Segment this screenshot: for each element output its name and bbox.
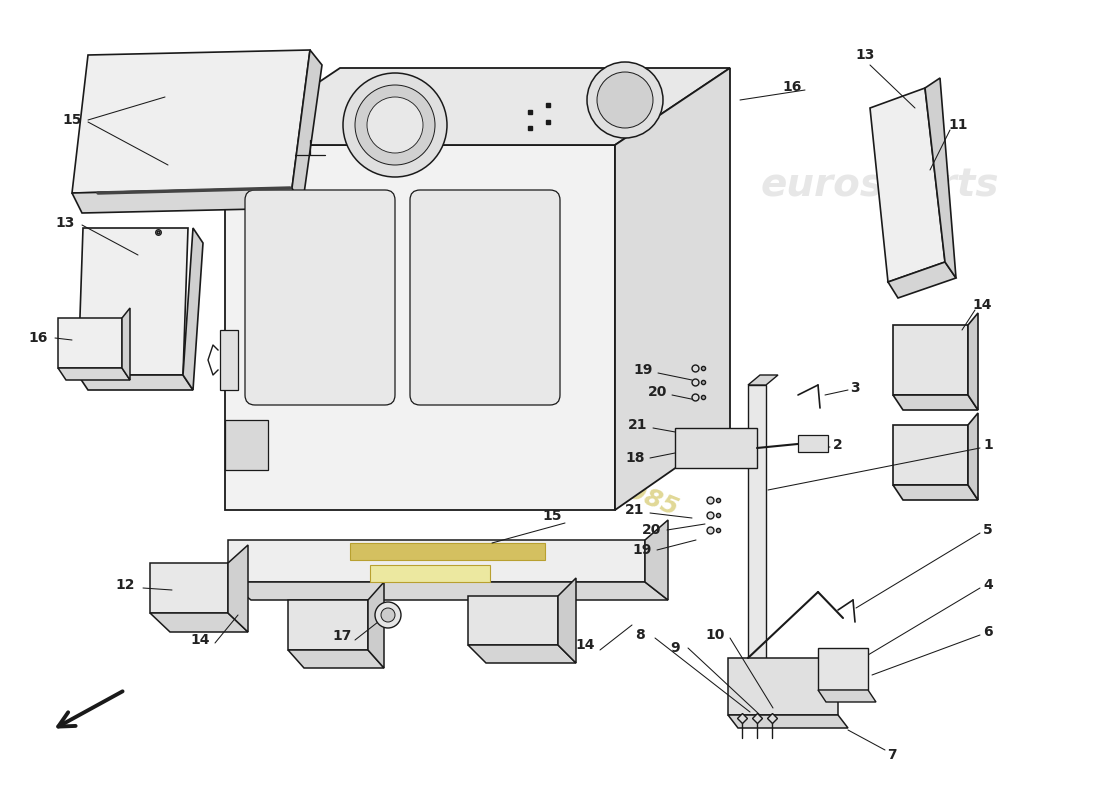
Text: 16: 16	[782, 80, 802, 94]
Polygon shape	[150, 613, 248, 632]
Polygon shape	[728, 715, 848, 728]
Circle shape	[343, 73, 447, 177]
Polygon shape	[558, 578, 576, 663]
Polygon shape	[468, 596, 558, 645]
Text: 2: 2	[833, 438, 843, 452]
Polygon shape	[893, 425, 968, 485]
Circle shape	[381, 608, 395, 622]
Polygon shape	[58, 318, 122, 368]
Polygon shape	[468, 645, 576, 663]
Text: 12: 12	[116, 578, 134, 592]
Text: 5: 5	[983, 523, 993, 537]
Text: 16: 16	[29, 331, 47, 345]
Polygon shape	[226, 145, 615, 510]
Text: 14: 14	[972, 298, 992, 312]
Text: a passion for parts since 1985: a passion for parts since 1985	[278, 339, 682, 521]
Text: 4: 4	[983, 578, 993, 592]
Polygon shape	[58, 368, 130, 380]
Text: 13: 13	[856, 48, 875, 62]
Polygon shape	[150, 563, 228, 613]
Text: 21: 21	[628, 418, 648, 432]
Polygon shape	[893, 485, 978, 500]
Polygon shape	[183, 228, 204, 390]
Text: 9: 9	[670, 641, 680, 655]
Circle shape	[355, 85, 434, 165]
Circle shape	[597, 72, 653, 128]
Polygon shape	[226, 68, 730, 145]
Polygon shape	[748, 385, 766, 672]
Polygon shape	[288, 600, 368, 650]
FancyBboxPatch shape	[245, 190, 395, 405]
Polygon shape	[925, 78, 956, 278]
Polygon shape	[228, 582, 668, 600]
Polygon shape	[968, 413, 978, 500]
Polygon shape	[368, 582, 384, 668]
Text: 14: 14	[190, 633, 210, 647]
Polygon shape	[370, 565, 490, 582]
Polygon shape	[72, 50, 310, 193]
Text: 11: 11	[948, 118, 968, 132]
Polygon shape	[893, 395, 978, 410]
Text: 8: 8	[635, 628, 645, 642]
Polygon shape	[893, 325, 968, 395]
Text: eurosports: eurosports	[761, 166, 999, 204]
Polygon shape	[728, 658, 838, 715]
Polygon shape	[226, 420, 268, 470]
Text: 21: 21	[625, 503, 645, 517]
Text: 3: 3	[850, 381, 860, 395]
Text: 19: 19	[632, 543, 651, 557]
Polygon shape	[818, 648, 868, 690]
Polygon shape	[78, 228, 188, 375]
Polygon shape	[292, 50, 322, 208]
Text: 15: 15	[63, 113, 81, 127]
Polygon shape	[968, 313, 978, 410]
Text: 15: 15	[542, 509, 562, 523]
Text: 17: 17	[332, 629, 352, 643]
Text: 14: 14	[575, 638, 595, 652]
Polygon shape	[748, 375, 778, 385]
Text: 18: 18	[625, 451, 645, 465]
Polygon shape	[78, 375, 192, 390]
Text: 20: 20	[642, 523, 662, 537]
Polygon shape	[645, 520, 668, 600]
Circle shape	[375, 602, 402, 628]
Circle shape	[367, 97, 424, 153]
Text: 6: 6	[983, 625, 993, 639]
Polygon shape	[72, 188, 302, 213]
Polygon shape	[798, 435, 828, 452]
Polygon shape	[228, 545, 248, 632]
Text: 1: 1	[983, 438, 993, 452]
Polygon shape	[870, 88, 945, 282]
Polygon shape	[220, 330, 238, 390]
Text: 10: 10	[705, 628, 725, 642]
Polygon shape	[122, 308, 130, 380]
Polygon shape	[888, 262, 956, 298]
Polygon shape	[350, 543, 544, 560]
Text: 7: 7	[888, 748, 896, 762]
FancyBboxPatch shape	[410, 190, 560, 405]
Polygon shape	[675, 428, 757, 468]
Polygon shape	[615, 68, 730, 510]
Polygon shape	[228, 540, 645, 582]
Polygon shape	[818, 690, 876, 702]
Text: 19: 19	[634, 363, 652, 377]
Text: 20: 20	[648, 385, 668, 399]
Text: 13: 13	[55, 216, 75, 230]
Circle shape	[587, 62, 663, 138]
Polygon shape	[288, 650, 384, 668]
Polygon shape	[748, 672, 778, 682]
